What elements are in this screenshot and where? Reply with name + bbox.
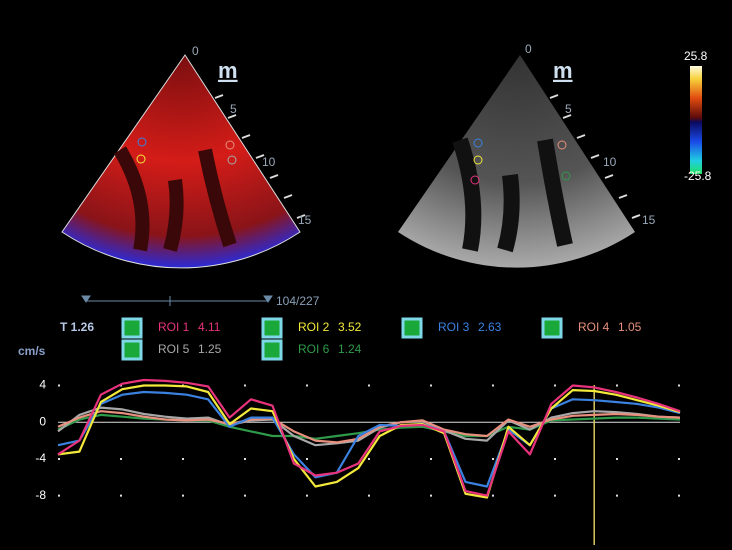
y-tick-label: -8 (35, 488, 46, 502)
doppler-sector (61, 54, 301, 269)
roi-marker (470, 175, 480, 185)
depth-label: 5 (565, 102, 572, 116)
roi-marker (473, 155, 483, 165)
series-line (57, 390, 681, 488)
roi-marker (557, 140, 567, 150)
legend-swatch (401, 317, 423, 339)
legend-swatch (261, 317, 283, 339)
legend-name: ROI 3 (438, 320, 470, 334)
roi-marker (227, 155, 237, 165)
depth-ticks (549, 94, 641, 219)
logo: m (553, 58, 573, 83)
legend-value: 3.52 (338, 320, 362, 334)
depth-label: 0 (192, 44, 199, 58)
depth-label: 10 (603, 155, 617, 169)
roi-marker (561, 171, 571, 181)
depth-label: 0 (525, 42, 532, 56)
cardiac-shadow (113, 146, 237, 252)
color-bar (690, 66, 702, 174)
legend-name: ROI 1 (158, 320, 190, 334)
roi-marker (225, 140, 235, 150)
color-bar-min: -25.8 (684, 169, 712, 183)
legend-value: 1.25 (198, 342, 222, 356)
legend-swatch (541, 317, 563, 339)
legend: ROI 1 4.11 ROI 2 3.52 ROI 3 2.63 ROI 4 1.05 ROI … (121, 317, 642, 361)
frame-counter: 104/227 (276, 294, 320, 308)
bmode-sector (398, 55, 635, 268)
timeline (81, 295, 273, 306)
time-readout: T 1.26 (60, 320, 94, 334)
series-line (57, 410, 681, 444)
series-line (57, 406, 681, 447)
legend-name: ROI 2 (298, 320, 330, 334)
depth-ticks (214, 94, 306, 219)
legend-swatch (261, 339, 283, 361)
depth-label: 15 (298, 213, 312, 227)
series-line (57, 384, 681, 499)
color-bar-max: 25.8 (684, 49, 708, 63)
roi-marker (136, 154, 146, 164)
y-tick-label: 0 (39, 414, 46, 428)
y-axis-label: cm/s (18, 344, 46, 358)
legend-value: 1.24 (338, 342, 362, 356)
y-tick-label: 4 (39, 378, 46, 392)
y-tick-label: -4 (35, 451, 46, 465)
legend-value: 1.05 (618, 320, 642, 334)
roi-marker (137, 137, 147, 147)
plot: -8 -4 0 4 (35, 378, 681, 545)
legend-value: 4.11 (198, 320, 221, 334)
legend-name: ROI 5 (158, 342, 190, 356)
roi-marker (473, 138, 483, 148)
legend-swatch (121, 317, 143, 339)
depth-label: 15 (642, 213, 656, 227)
legend-name: ROI 6 (298, 342, 330, 356)
cardiac-shadow (452, 137, 573, 253)
series-line (57, 378, 681, 497)
legend-value: 2.63 (478, 320, 502, 334)
legend-name: ROI 4 (578, 320, 610, 334)
depth-label: 5 (230, 102, 237, 116)
logo: m (218, 58, 238, 83)
depth-label: 10 (262, 155, 276, 169)
legend-swatch (121, 339, 143, 361)
